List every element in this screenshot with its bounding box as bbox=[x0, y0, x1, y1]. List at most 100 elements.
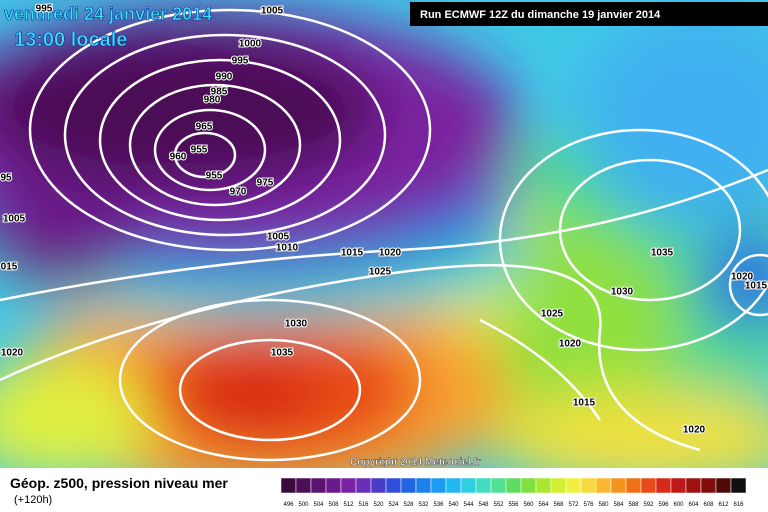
colorbar-label: 512 bbox=[343, 502, 354, 508]
colorbar-label: 580 bbox=[598, 502, 609, 508]
isobar-label: 1005 bbox=[261, 6, 284, 17]
colorbar-swatch bbox=[430, 477, 447, 494]
isobar-label: 960 bbox=[170, 152, 187, 163]
colorbar-swatch bbox=[385, 477, 402, 494]
colorbar-label: 552 bbox=[493, 502, 504, 508]
colorbar-swatch bbox=[280, 477, 297, 494]
colorbar-swatch bbox=[730, 477, 747, 494]
isobar-label: 990 bbox=[216, 72, 233, 83]
isobar-label: 995 bbox=[232, 56, 249, 67]
colorbar-label: 520 bbox=[373, 502, 384, 508]
colorbar-swatch bbox=[700, 477, 717, 494]
colorbar-swatch bbox=[355, 477, 372, 494]
colorbar-swatch bbox=[490, 477, 507, 494]
isobar-label: 95 bbox=[0, 173, 12, 184]
colorbar-label: 608 bbox=[703, 502, 714, 508]
colorbar-label: 504 bbox=[313, 502, 324, 508]
colorbar-label: 496 bbox=[283, 502, 294, 508]
isobar-label: 955 bbox=[206, 171, 223, 182]
isobar-label: 1020 bbox=[731, 272, 754, 283]
colorbar-label: 564 bbox=[538, 502, 549, 508]
colorbar-label: 588 bbox=[628, 502, 639, 508]
colorbar-label: 500 bbox=[298, 502, 309, 508]
colorbar-swatch bbox=[445, 477, 462, 494]
colorbar-swatch bbox=[670, 477, 687, 494]
colorbar-label: 592 bbox=[643, 502, 654, 508]
colorbar-label: 560 bbox=[523, 502, 534, 508]
isobar-label: 015 bbox=[1, 262, 18, 273]
isobar-label: 995 bbox=[36, 4, 53, 15]
map-date: vendredi 24 janvier 2014 bbox=[4, 4, 212, 24]
run-info: Run ECMWF 12Z du dimanche 19 janvier 201… bbox=[420, 9, 661, 21]
map-background bbox=[0, 0, 768, 468]
colorbar-label: 528 bbox=[403, 502, 414, 508]
colorbar-label: 596 bbox=[658, 502, 669, 508]
colorbar-swatch bbox=[580, 477, 597, 494]
isobar-label: 1020 bbox=[379, 248, 402, 259]
lead-time: (+120h) bbox=[14, 494, 52, 506]
colorbar-swatch bbox=[295, 477, 312, 494]
isobar-label: 1020 bbox=[683, 425, 706, 436]
colorbar-swatch bbox=[340, 477, 357, 494]
colorbar-swatch bbox=[610, 477, 627, 494]
colorbar-swatch bbox=[655, 477, 672, 494]
copyright: Copyright 2014 Meteociel.fr bbox=[350, 457, 481, 468]
colorbar-label: 516 bbox=[358, 502, 369, 508]
colorbar-swatch bbox=[715, 477, 732, 494]
colorbar-swatch bbox=[325, 477, 342, 494]
colorbar-label: 616 bbox=[733, 502, 744, 508]
colorbar-label: 524 bbox=[388, 502, 399, 508]
colorbar-label: 576 bbox=[583, 502, 594, 508]
colorbar-swatch bbox=[505, 477, 522, 494]
colorbar-swatch bbox=[535, 477, 552, 494]
isobar-label: 1025 bbox=[369, 267, 392, 278]
isobar-label: 1020 bbox=[1, 348, 24, 359]
isobar-label: 1015 bbox=[745, 281, 768, 292]
field-name: Géop. z500, pression niveau mer bbox=[10, 475, 228, 491]
isobar-label: 965 bbox=[196, 122, 213, 133]
colorbar-swatch bbox=[640, 477, 657, 494]
colorbar-label: 572 bbox=[568, 502, 579, 508]
isobar-label: 1005 bbox=[3, 214, 26, 225]
isobar-label: 955 bbox=[191, 145, 208, 156]
isobar-label: 1015 bbox=[573, 398, 596, 409]
colorbar-swatch bbox=[415, 477, 432, 494]
colorbar-label: 604 bbox=[688, 502, 699, 508]
colorbar-label: 532 bbox=[418, 502, 429, 508]
isobars bbox=[0, 8, 768, 462]
colorbar-label: 536 bbox=[433, 502, 444, 508]
colorbar-swatch bbox=[685, 477, 702, 494]
run-box bbox=[410, 2, 768, 26]
colorbar-label: 548 bbox=[478, 502, 489, 508]
isobar-label: 1005 bbox=[267, 232, 290, 243]
colorbar-label: 556 bbox=[508, 502, 519, 508]
colorbar-swatch bbox=[370, 477, 387, 494]
colorbar-swatch bbox=[475, 477, 492, 494]
colorbar-swatch bbox=[310, 477, 327, 494]
colorbar-swatch bbox=[550, 477, 567, 494]
colorbar-label: 568 bbox=[553, 502, 564, 508]
isobar-label: 1035 bbox=[271, 348, 294, 359]
isobar-label: 985 bbox=[211, 87, 228, 98]
isobar-label: 1010 bbox=[276, 243, 299, 254]
isobar-label: 1035 bbox=[651, 248, 674, 259]
isobar-label: 1015 bbox=[341, 248, 364, 259]
colorbar-label: 544 bbox=[463, 502, 474, 508]
colorbar-label: 584 bbox=[613, 502, 624, 508]
isobar-label: 970 bbox=[230, 187, 247, 198]
isobar-label: 1025 bbox=[541, 309, 564, 320]
colorbar-label: 540 bbox=[448, 502, 459, 508]
colorbar-label: 612 bbox=[718, 502, 729, 508]
colorbar-swatch bbox=[595, 477, 612, 494]
colorbar-swatch bbox=[565, 477, 582, 494]
colorbar-swatch bbox=[625, 477, 642, 494]
colorbar-swatch bbox=[460, 477, 477, 494]
colorbar-swatch bbox=[400, 477, 417, 494]
isobar-label: 1000 bbox=[239, 39, 262, 50]
isobar-label: 980 bbox=[204, 95, 221, 106]
isobar-label: 1030 bbox=[611, 287, 634, 298]
isobar-label: 975 bbox=[257, 178, 274, 189]
colorbar-label: 600 bbox=[673, 502, 684, 508]
colorbar-label: 508 bbox=[328, 502, 339, 508]
